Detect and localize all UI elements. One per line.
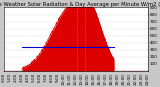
Title: Milwaukee Weather Solar Radiation & Day Average per Minute W/m2 (Today): Milwaukee Weather Solar Radiation & Day … <box>0 2 160 7</box>
